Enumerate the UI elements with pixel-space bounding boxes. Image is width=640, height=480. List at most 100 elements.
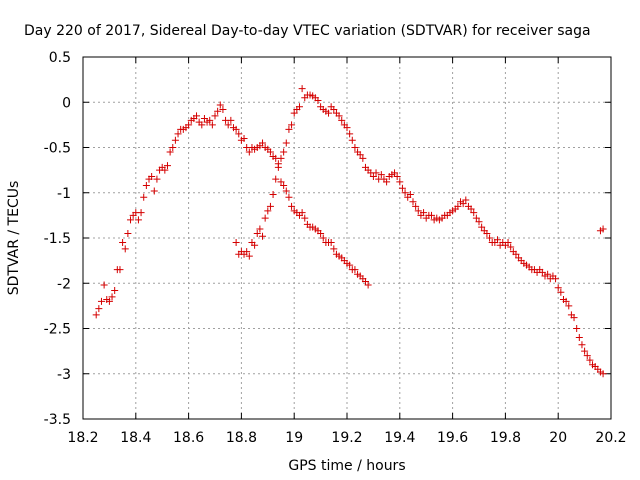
data-point <box>351 266 359 274</box>
data-point <box>412 202 420 210</box>
data-point <box>398 184 406 192</box>
data-point <box>586 356 594 364</box>
data-point <box>512 250 520 258</box>
data-point <box>216 101 224 109</box>
data-point <box>274 163 282 171</box>
data-point <box>171 136 179 144</box>
data-point <box>427 211 435 219</box>
data-point <box>327 239 335 247</box>
data-point <box>261 214 269 222</box>
data-point <box>142 182 150 190</box>
data-point <box>346 261 354 269</box>
series-a <box>92 101 372 319</box>
data-point <box>493 236 501 244</box>
data-point <box>562 297 570 305</box>
data-point <box>277 154 285 162</box>
data-point <box>372 169 380 177</box>
data-point <box>472 214 480 222</box>
x-tick-label: 18.8 <box>226 430 257 446</box>
data-point <box>288 202 296 210</box>
data-point <box>578 341 586 349</box>
x-tick-label: 19.4 <box>384 430 415 446</box>
data-point <box>351 144 359 151</box>
data-point <box>150 187 158 195</box>
data-point <box>100 281 108 289</box>
data-point <box>245 148 253 156</box>
y-tick-labels: 0.5 0 -0.5 -1 -1.5 -2 -2.5 -3 -3.5 <box>44 50 71 428</box>
data-point <box>256 225 264 233</box>
data-points <box>92 85 607 378</box>
data-point <box>116 266 124 274</box>
x-tick-label: 20 <box>549 430 567 446</box>
data-point <box>285 193 293 201</box>
data-point <box>383 178 391 186</box>
data-point <box>565 302 573 310</box>
data-point <box>348 136 356 144</box>
data-point <box>282 139 290 147</box>
data-point <box>557 288 565 296</box>
data-point <box>169 144 177 151</box>
series-b <box>232 85 607 378</box>
y-tick-label: -3.5 <box>44 412 71 428</box>
data-point <box>137 209 145 217</box>
y-tick-label: -2 <box>57 276 71 292</box>
data-point <box>119 239 127 247</box>
data-point <box>105 297 113 305</box>
x-tick-labels: 18.2 18.4 18.6 18.8 19 19.2 19.4 19.6 19.8 20 20.2 <box>67 430 626 446</box>
data-point <box>570 314 578 322</box>
y-tick-label: -3 <box>57 367 71 383</box>
data-point <box>295 103 303 111</box>
data-point <box>538 268 546 276</box>
data-point <box>95 305 103 313</box>
data-point <box>396 178 404 186</box>
data-point <box>161 166 169 174</box>
data-point <box>317 229 325 237</box>
data-point <box>124 229 132 237</box>
data-point <box>211 112 219 120</box>
data-point <box>214 107 222 115</box>
data-point <box>272 175 280 183</box>
data-point <box>282 187 290 195</box>
data-point <box>359 154 367 162</box>
y-tick-label: -1.5 <box>44 231 71 247</box>
data-point <box>108 293 116 301</box>
data-point <box>121 245 129 253</box>
data-point <box>224 121 232 129</box>
data-point <box>504 239 512 247</box>
y-tick-label: -2.5 <box>44 322 71 338</box>
data-point <box>127 216 135 224</box>
data-point <box>97 297 105 305</box>
data-point <box>259 232 267 240</box>
data-point <box>414 207 422 215</box>
data-point <box>200 115 208 123</box>
data-point <box>253 229 261 237</box>
data-point <box>240 134 248 142</box>
data-point <box>330 105 338 113</box>
data-point <box>232 239 240 247</box>
x-tick-label: 19.6 <box>437 430 468 446</box>
data-point <box>227 116 235 124</box>
data-point <box>251 241 259 249</box>
x-tick-label: 19 <box>285 430 303 446</box>
data-point <box>369 172 377 180</box>
data-point <box>573 325 581 332</box>
x-tick-label: 19.8 <box>490 430 521 446</box>
data-point <box>232 125 240 133</box>
data-point <box>314 96 322 104</box>
data-point <box>301 214 309 222</box>
data-point <box>420 209 428 217</box>
data-point <box>163 162 171 170</box>
data-point <box>401 189 409 197</box>
data-point <box>467 205 475 213</box>
data-point <box>391 169 399 177</box>
data-point <box>343 124 351 132</box>
data-point <box>92 311 100 319</box>
data-point <box>277 178 285 186</box>
data-point <box>544 270 552 278</box>
y-tick-label: 0.5 <box>49 50 71 66</box>
data-point <box>356 151 364 159</box>
data-point <box>459 200 467 208</box>
data-point <box>575 334 583 342</box>
data-point <box>554 284 562 292</box>
